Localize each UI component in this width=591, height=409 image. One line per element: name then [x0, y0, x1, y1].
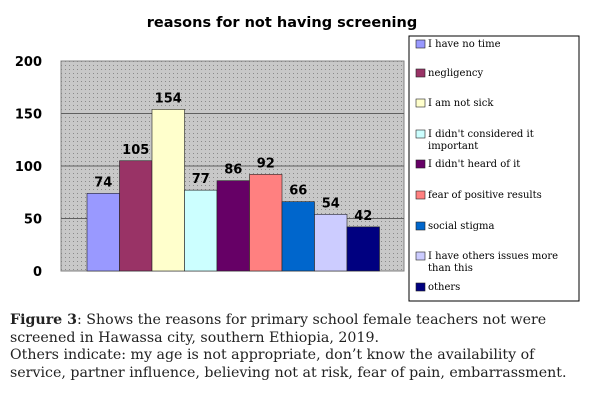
bar: [281, 201, 315, 272]
legend-label: I didn't heard of it: [428, 159, 520, 170]
legend-swatch: [415, 98, 426, 108]
bar: [346, 226, 380, 272]
legend-label: I have others issues more than this: [428, 251, 558, 274]
bar: [314, 214, 348, 272]
legend-label: negligency: [428, 68, 484, 79]
y-tick-label: 0: [33, 265, 42, 280]
legend-swatch: [415, 251, 426, 261]
data-label: 66: [289, 184, 307, 199]
bar: [86, 193, 120, 272]
y-tick-label: 100: [15, 160, 42, 175]
bar: [216, 180, 250, 272]
caption-text: : Shows the reasons for primary school f…: [10, 312, 547, 346]
legend-box: [408, 35, 580, 302]
y-tick-label: 200: [15, 55, 42, 70]
bar-chart: reasons for not having screening 0 50 100 1…: [15, 15, 580, 302]
legend-swatch: [415, 282, 426, 292]
data-label: 74: [94, 175, 112, 190]
chart-title: reasons for not having screening: [147, 15, 417, 31]
data-label: 54: [322, 196, 340, 211]
caption-note: Others indicate: my age is not appropria…: [10, 347, 567, 381]
legend-swatch: [415, 68, 426, 78]
legend-swatch: [415, 129, 426, 139]
bar: [184, 189, 218, 272]
figure-label: Figure 3: [10, 312, 78, 328]
y-tick-label: 150: [15, 108, 42, 123]
bars: [86, 109, 380, 272]
legend-swatch: [415, 221, 426, 231]
data-label: 77: [192, 172, 210, 187]
data-label: 105: [122, 143, 149, 158]
legend-label: I didn't considered it important: [428, 129, 534, 152]
legend-label: I have no time: [428, 39, 501, 50]
legend-swatch: [415, 39, 426, 49]
data-label: 42: [354, 209, 372, 224]
data-label: 92: [257, 156, 275, 171]
y-axis: 0 50 100 150 200: [15, 55, 42, 280]
legend-swatch: [415, 190, 426, 200]
legend: I have no time negligency I am not sick I d…: [415, 39, 558, 293]
data-label: 154: [155, 91, 182, 106]
data-labels: 74 105 154 77 86 92 66 54 42: [94, 91, 372, 224]
bar: [249, 174, 283, 272]
legend-label: fear of positive results: [428, 190, 542, 201]
legend-label: social stigma: [428, 221, 495, 232]
bar: [151, 109, 185, 272]
legend-label: others: [428, 282, 460, 293]
legend-label: I am not sick: [428, 98, 494, 109]
bar: [119, 160, 153, 272]
figure-caption: Figure 3: Shows the reasons for primary …: [10, 312, 588, 347]
y-tick-label: 50: [24, 213, 42, 228]
legend-swatch: [415, 159, 426, 169]
data-label: 86: [224, 163, 242, 178]
